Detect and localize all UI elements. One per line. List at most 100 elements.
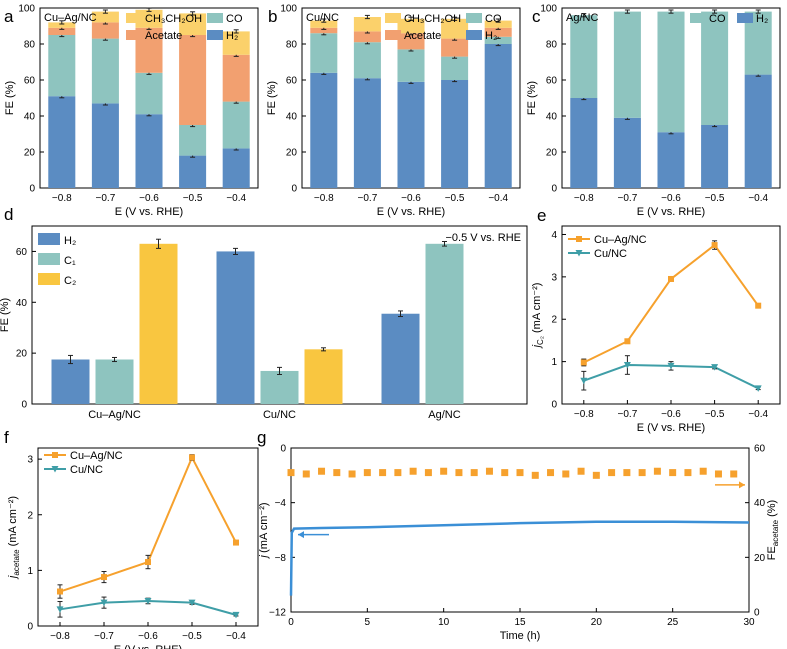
x-tick-label: −0.6 [401, 193, 421, 204]
fe-acetate-point [424, 469, 432, 477]
bar-co [48, 35, 76, 97]
y-tick-label: 0 [29, 184, 35, 195]
bar-co [222, 101, 250, 149]
legend-label: H₂ [64, 235, 76, 247]
x-tick-label: −0.5 [182, 631, 202, 642]
legend-label: CO [226, 13, 243, 25]
bar-h2 [613, 117, 641, 188]
data-point [57, 588, 63, 595]
legend-swatch-acetate [385, 30, 401, 40]
fe-acetate-point [638, 469, 646, 477]
fe-acetate-point [333, 469, 341, 477]
y-tick-label: 60 [286, 76, 298, 87]
y-tick-label-right: 20 [754, 553, 766, 564]
bar-ch3ch2oh [179, 13, 207, 35]
y-tick-label: −4 [275, 498, 287, 509]
bar-co [91, 38, 119, 104]
y-tick-label: 100 [540, 4, 557, 15]
x-tick-label: 5 [365, 617, 371, 628]
bar-h2 [51, 359, 90, 404]
data-point [580, 359, 587, 366]
x-tick-label: 10 [438, 617, 450, 628]
x-tick-label: −0.6 [138, 631, 158, 642]
data-point [144, 597, 152, 605]
legend-label: CH₃CH₂OH [404, 13, 461, 25]
bar-co [701, 11, 729, 126]
bar-h2 [484, 44, 512, 188]
y-axis-label-main: FE (%) [266, 81, 278, 115]
bar-acetate [441, 38, 469, 57]
fe-acetate-point [470, 469, 478, 477]
bar-ch3ch2oh [91, 11, 119, 23]
fe-acetate-point [531, 471, 539, 479]
bar-co [613, 11, 641, 118]
fe-acetate-point [379, 469, 387, 477]
x-tick-label: −0.8 [574, 193, 594, 204]
x-tick-label: −0.5 [445, 193, 465, 204]
fe-acetate-point [516, 469, 524, 477]
x-tick-label: 25 [667, 617, 679, 628]
y-axis-label-main: j [7, 575, 19, 580]
y-tick-label-right: 60 [754, 444, 766, 455]
y-tick-label: 20 [286, 148, 298, 159]
bar-h2 [570, 98, 598, 188]
legend-marker [576, 236, 582, 242]
fe-acetate-point [440, 467, 448, 475]
bar-h2 [381, 313, 420, 404]
series-line [583, 243, 760, 364]
y-axis-label-main: FE (%) [526, 81, 538, 115]
x-tick-label: −0.4 [226, 193, 246, 204]
legend-label: Acetate [145, 30, 182, 42]
bar-h2 [353, 78, 381, 188]
y-tick-label: 100 [18, 4, 35, 15]
x-tick-label: −0.5 [705, 193, 725, 204]
bar-co [310, 33, 338, 73]
bar-c1 [95, 359, 134, 404]
y-axis-label: FE (%) [4, 81, 16, 115]
legend-label: CO [485, 13, 502, 25]
y-axis-label-sub: C₂ [536, 336, 545, 345]
y-axis-label-unit: (mA cm⁻²) [7, 496, 19, 549]
bar-c1 [425, 243, 464, 404]
x-tick-label: −0.8 [314, 193, 334, 204]
y-axis-label-main: FE (%) [4, 81, 16, 115]
fe-acetate-point [669, 469, 677, 477]
legend-swatch-co [207, 13, 223, 23]
y-axis-label-right-unit: (%) [766, 500, 778, 520]
y-axis-label: jacetate (mA cm⁻²) [7, 496, 21, 580]
y-tick-label: 20 [546, 148, 558, 159]
data-point [100, 599, 108, 607]
x-tick-label: −0.6 [661, 409, 681, 420]
y-axis-label-right-main: FE [766, 546, 778, 560]
fe-acetate-point [684, 469, 692, 477]
right-axis-arrow-head [739, 481, 745, 489]
data-point [232, 611, 240, 619]
legend-label: H₂ [485, 30, 497, 42]
panel-label: c [532, 7, 541, 26]
bar-acetate [310, 27, 338, 34]
x-tick-label: Ag/NC [428, 409, 460, 421]
legend-marker [52, 452, 58, 458]
fe-acetate-point [608, 469, 616, 477]
legend-swatch-h2 [207, 30, 223, 40]
legend-label: H₂ [226, 30, 238, 42]
y-tick-label: 100 [280, 4, 297, 15]
y-axis-label: jC₂ (mA cm⁻²) [531, 283, 545, 350]
bar-acetate [222, 54, 250, 102]
bar-ch3ch2oh [310, 20, 338, 28]
y-tick-label: 60 [546, 76, 558, 87]
y-tick-label: 4 [551, 230, 557, 241]
fe-acetate-point [318, 467, 326, 475]
data-point [711, 364, 719, 371]
y-tick-label: 1 [551, 357, 557, 368]
fe-acetate-point [409, 467, 417, 475]
data-point [667, 362, 675, 370]
y-axis-label-unit: (mA cm⁻²) [531, 283, 543, 336]
y-tick-label: 40 [24, 112, 36, 123]
bar-co [397, 49, 425, 82]
bar-co [441, 56, 469, 80]
bar-c2 [139, 243, 178, 404]
x-tick-label: −0.6 [661, 193, 681, 204]
bar-c1 [260, 370, 299, 404]
data-point [755, 302, 762, 309]
